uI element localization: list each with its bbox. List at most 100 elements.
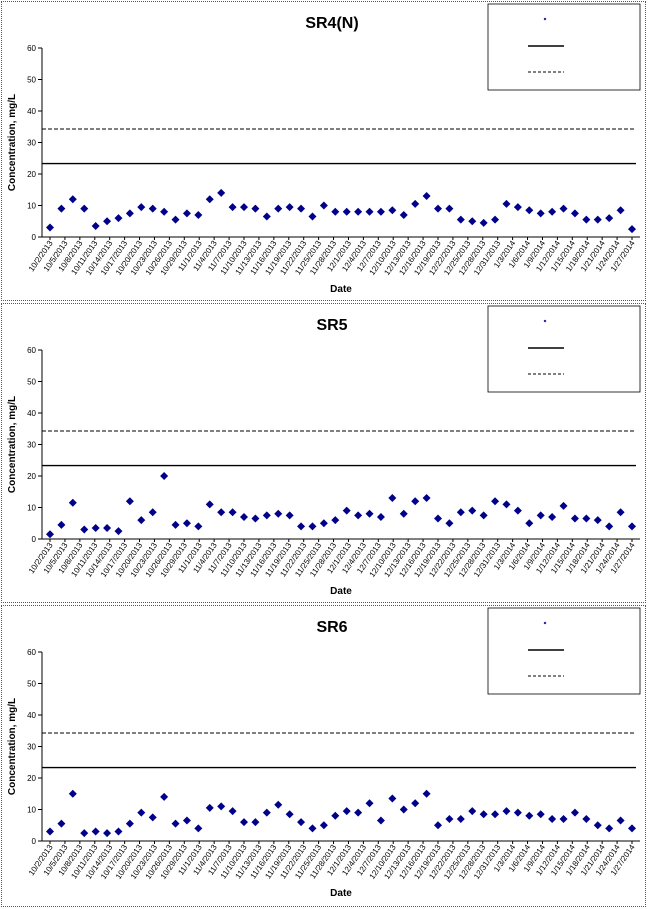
sr5-y-tick-label: 30 — [27, 441, 36, 450]
sr5-data-point — [114, 527, 123, 536]
sr4-n-data-point — [525, 206, 534, 215]
sr4-n-data-point — [536, 209, 545, 218]
sr6-data-point — [536, 810, 545, 819]
sr4-n-y-tick-label: 0 — [32, 233, 37, 242]
sr5-data-point — [582, 514, 591, 523]
sr5-data-point — [262, 511, 271, 520]
chart-panel-sr5: SR5 0 10 20 30 40 50 60 Concentration, mg/L 10/2/… — [1, 303, 646, 603]
sr6-data-point — [240, 818, 248, 827]
sr5-y-tick-label: 10 — [27, 504, 36, 513]
sr6-data-point — [376, 816, 385, 825]
sr5-y-tick-label: 50 — [27, 378, 36, 387]
sr4-n-y-tick-label: 10 — [27, 202, 36, 211]
sr5-data-point — [445, 519, 454, 528]
sr6-data-point — [502, 807, 511, 816]
sr4-n-legend — [487, 3, 641, 91]
sr4-n-data-point — [171, 215, 180, 224]
sr6-data-point — [525, 811, 534, 820]
sr5-data-point — [217, 508, 226, 517]
sr4-n-data-point — [114, 214, 123, 223]
sr4-n-data-point — [46, 223, 54, 232]
sr6-data-point — [628, 824, 636, 833]
sr5-data-point — [194, 522, 203, 531]
sr4-n-y-tick-label: 40 — [27, 107, 36, 116]
sr4-n-data-point — [388, 206, 397, 215]
sr5-data-point — [570, 514, 579, 523]
sr4-n-data-point — [479, 218, 488, 227]
sr5-data-point — [308, 522, 317, 531]
sr4-n-data-point — [342, 207, 351, 216]
sr4-n-data-point — [274, 204, 283, 213]
sr5-data-point — [548, 512, 557, 521]
sr6-legend — [487, 607, 641, 695]
sr5-data-point — [103, 523, 112, 532]
sr5-data-point — [171, 520, 180, 529]
sr5-legend-marker — [543, 319, 547, 323]
sr5-data-point — [559, 501, 568, 510]
sr5-data-point — [331, 516, 340, 525]
sr6-data-point — [125, 819, 134, 828]
sr5-data-point — [513, 506, 522, 515]
sr6-data-point — [217, 802, 226, 811]
chart-panel-sr6: SR6 0 10 20 30 40 50 60 Concentration, mg/L 10/2/… — [1, 605, 646, 907]
sr5-data-point — [319, 519, 328, 528]
sr6-data-point — [491, 810, 500, 819]
sr6-data-point — [411, 799, 420, 808]
sr4-n-data-point — [548, 207, 557, 216]
sr4-n-data-point — [593, 215, 602, 224]
sr6-data-point — [331, 811, 340, 820]
sr6-y-axis-label: Concentration, mg/L — [7, 698, 18, 795]
sr6-y-tick-label: 60 — [27, 648, 36, 657]
sr5-data-point — [628, 522, 636, 531]
sr5-data-point — [148, 508, 157, 517]
sr4-n-data-point — [399, 210, 408, 219]
sr6-data-point — [91, 827, 100, 836]
sr5-data-point — [240, 512, 248, 521]
sr5-data-point — [422, 494, 431, 503]
sr4-n-data-point — [148, 204, 157, 213]
sr6-x-axis-label: Date — [330, 888, 352, 899]
sr5-data-point — [593, 516, 602, 525]
sr4-n-data-point — [502, 199, 511, 208]
sr6-data-point — [57, 819, 66, 828]
sr5-data-point — [605, 522, 614, 531]
sr4-n-data-point — [308, 212, 317, 221]
sr5-data-point — [388, 494, 397, 503]
sr5-data-point — [160, 472, 169, 480]
sr4-n-data-point — [468, 217, 477, 226]
sr4-n-data-point — [331, 207, 340, 216]
sr5-data-point — [228, 508, 237, 517]
sr5-data-point — [491, 497, 500, 506]
sr5-data-point — [274, 509, 283, 518]
sr4-n-data-point — [422, 192, 431, 201]
sr5-chart-title: SR5 — [316, 317, 347, 334]
sr5-data-point — [80, 525, 89, 534]
sr6-data-point — [148, 813, 157, 822]
sr6-y-tick-label: 20 — [27, 774, 36, 783]
sr5-y-tick-label: 0 — [32, 535, 37, 544]
sr4-n-data-point — [582, 215, 591, 224]
sr6-data-point — [205, 803, 214, 812]
sr4-n-data-point — [80, 204, 89, 213]
sr4-n-y-tick-label: 50 — [27, 76, 36, 85]
sr5-data-point — [342, 506, 351, 515]
sr6-data-point — [46, 827, 54, 836]
sr5-data-point — [502, 500, 511, 509]
sr5-y-axis-label: Concentration, mg/L — [7, 396, 18, 493]
sr6-data-point — [456, 814, 465, 823]
sr5-data-point — [57, 520, 66, 529]
sr5-data-point — [376, 512, 385, 521]
sr6-data-point — [194, 824, 203, 833]
sr6-data-point — [479, 810, 488, 819]
sr5-data-point — [456, 508, 465, 517]
sr5-data-point — [68, 498, 77, 507]
sr4-n-data-point — [103, 217, 112, 226]
sr4-n-data-point — [91, 221, 100, 230]
sr6-data-point — [262, 808, 271, 817]
sr4-n-y-tick-label: 60 — [27, 44, 36, 53]
sr4-n-data-point — [513, 203, 522, 212]
sr4-n-data-point — [559, 204, 568, 213]
sr5-data-point — [411, 497, 420, 506]
sr5-legend-box — [487, 305, 641, 393]
